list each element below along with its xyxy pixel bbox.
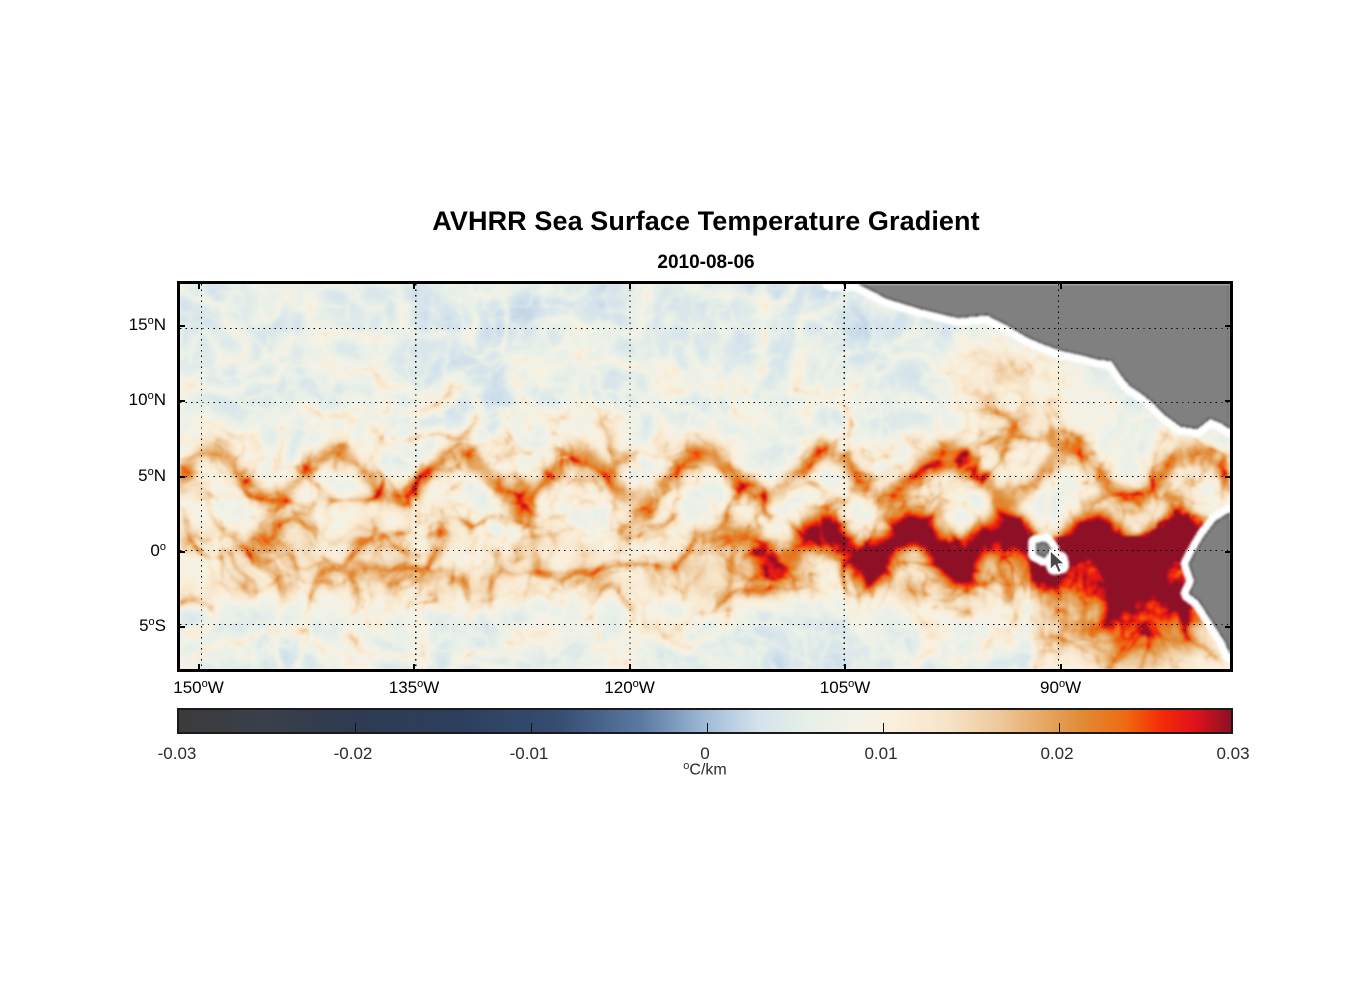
map-axes[interactable] — [177, 281, 1233, 672]
x-tick-mark — [844, 281, 847, 289]
x-tick-label-0: 150oW — [173, 678, 224, 698]
colorbar-tick-label-3: 0 — [700, 744, 710, 763]
y-tick-mark — [177, 475, 185, 478]
x-tick-mark — [1059, 281, 1062, 289]
colorbar[interactable] — [177, 708, 1233, 734]
x-tick-mark — [197, 281, 200, 289]
figure-title: AVHRR Sea Surface Temperature Gradient — [432, 206, 980, 236]
y-tick-mark — [1225, 325, 1233, 328]
colorbar-tick-label-1: -0.02 — [333, 744, 373, 763]
y-tick-mark — [177, 325, 185, 328]
figure-subtitle-date: 2010-08-06 — [657, 252, 755, 273]
y-tick-mark — [1225, 475, 1233, 478]
colorbar-tick-mark — [355, 723, 356, 732]
y-tick-label-3: 0o — [150, 540, 166, 560]
colorbar-tick-mark — [707, 723, 708, 732]
x-tick-label-4: 90oW — [1040, 678, 1082, 698]
x-tick-mark — [844, 664, 847, 672]
colorbar-tick-label-5: 0.02 — [1040, 744, 1074, 763]
colorbar-unit-label: oC/km — [683, 760, 727, 779]
colorbar-tick-mark — [883, 723, 884, 732]
x-tick-label-3: 105oW — [819, 678, 871, 698]
y-tick-label-1: 10oN — [128, 390, 166, 410]
x-tick-mark — [413, 281, 416, 289]
x-tick-mark — [1059, 664, 1062, 672]
x-tick-mark — [628, 664, 631, 672]
sst-gradient-heatmap — [180, 284, 1230, 669]
x-tick-mark — [628, 281, 631, 289]
y-tick-mark — [177, 625, 185, 628]
y-tick-mark — [1225, 550, 1233, 553]
x-tick-mark — [197, 664, 200, 672]
colorbar-tick-label-2: -0.01 — [509, 744, 549, 763]
x-tick-label-1: 135oW — [388, 678, 440, 698]
y-tick-mark — [1225, 400, 1233, 403]
y-tick-label-2: 5oN — [138, 465, 166, 485]
x-tick-label-2: 120oW — [604, 678, 655, 698]
colorbar-tick-label-6: 0.03 — [1216, 744, 1250, 763]
colorbar-tick-mark — [1059, 723, 1060, 732]
y-tick-mark — [1225, 625, 1233, 628]
colorbar-tick-label-0: -0.03 — [157, 744, 197, 763]
colorbar-tick-label-4: 0.01 — [864, 744, 898, 763]
colorbar-tick-mark — [531, 723, 532, 732]
y-tick-label-0: 15oN — [128, 315, 166, 335]
y-tick-mark — [177, 400, 185, 403]
colorbar-gradient — [179, 710, 1231, 732]
y-tick-label-4: 5oS — [139, 615, 166, 635]
y-tick-mark — [177, 550, 185, 553]
x-tick-mark — [413, 664, 416, 672]
